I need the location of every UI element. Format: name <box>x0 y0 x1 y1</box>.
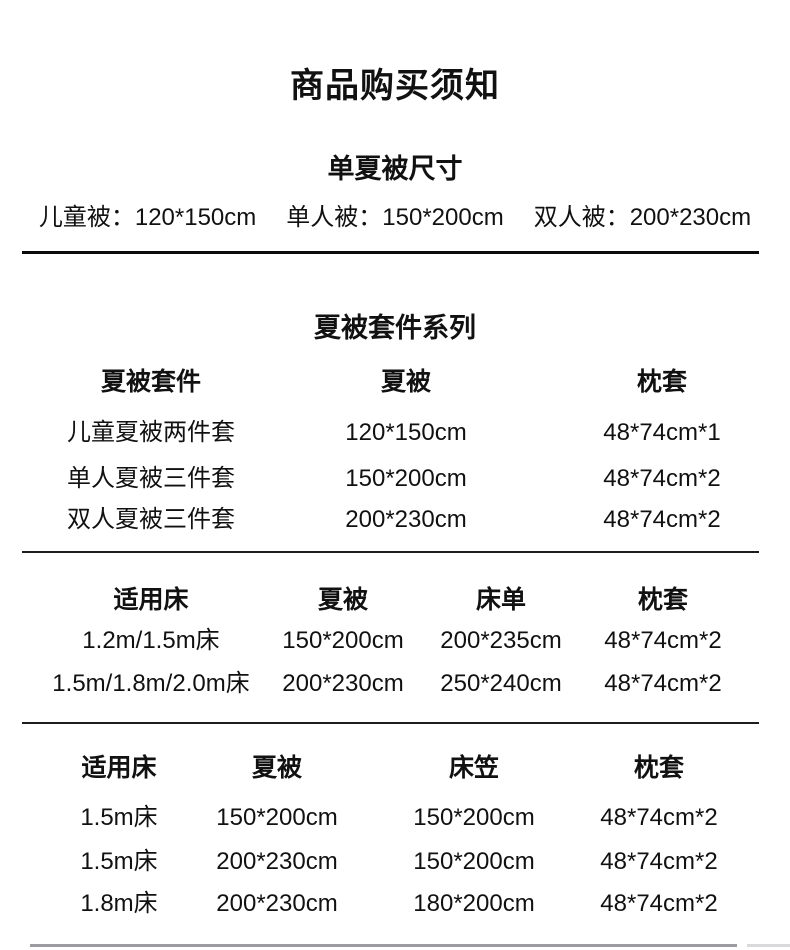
table-cell: 120*150cm <box>345 419 467 446</box>
table-cell: 48*74cm*2 <box>600 848 718 875</box>
table-cell: 双人夏被三件套 <box>67 506 235 533</box>
table-cell: 儿童夏被两件套 <box>67 419 235 446</box>
table-row: 1.5m床 200*230cm 150*200cm 48*74cm*2 <box>0 846 790 878</box>
single-quilt-sizes-line: 儿童被：120*150cm 单人被：150*200cm 双人被：200*230c… <box>0 197 790 232</box>
column-header: 夏被 <box>380 368 432 396</box>
table-cell: 48*74cm*2 <box>603 506 721 533</box>
column-header: 枕套 <box>633 754 685 782</box>
footer-divider-bar <box>30 944 737 947</box>
table-cell: 150*200cm <box>413 804 535 831</box>
size-item-child: 儿童被：120*150cm <box>38 204 257 231</box>
column-header: 床单 <box>475 586 527 614</box>
size-item-double: 双人被：200*230cm <box>533 204 752 231</box>
single-quilt-heading: 单夏被尺寸 <box>327 154 463 184</box>
section-divider <box>22 251 759 254</box>
column-header: 夏被套件 <box>100 368 202 396</box>
section-divider <box>22 722 759 724</box>
sets-table-header-row: 夏被套件 夏被 枕套 <box>0 366 790 398</box>
table-cell: 48*74cm*2 <box>604 627 722 654</box>
table-cell: 48*74cm*2 <box>604 670 722 697</box>
fitted-sheet-table-header-row: 适用床 夏被 床笠 枕套 <box>0 752 790 784</box>
table-cell: 48*74cm*2 <box>600 804 718 831</box>
sheet-table-header-row: 适用床 夏被 床单 枕套 <box>0 584 790 616</box>
table-cell: 48*74cm*1 <box>603 419 721 446</box>
column-header: 适用床 <box>81 754 157 782</box>
table-row: 1.2m/1.5m床 150*200cm 200*235cm 48*74cm*2 <box>0 625 790 657</box>
footer-divider-bar-faint <box>747 944 790 947</box>
table-cell: 单人夏被三件套 <box>67 465 235 492</box>
table-cell: 1.8m床 <box>80 890 158 917</box>
column-header: 枕套 <box>636 368 688 396</box>
table-row: 儿童夏被两件套 120*150cm 48*74cm*1 <box>0 417 790 449</box>
table-row: 1.5m床 150*200cm 150*200cm 48*74cm*2 <box>0 802 790 834</box>
table-cell: 150*200cm <box>282 627 404 654</box>
table-cell: 1.2m/1.5m床 <box>82 627 220 654</box>
table-cell: 200*230cm <box>216 848 338 875</box>
table-cell: 150*200cm <box>413 848 535 875</box>
table-cell: 180*200cm <box>413 890 535 917</box>
table-row: 1.8m床 200*230cm 180*200cm 48*74cm*2 <box>0 888 790 920</box>
page-title: 商品购买须知 <box>290 67 500 105</box>
column-header: 适用床 <box>113 586 189 614</box>
column-header: 床笠 <box>448 754 500 782</box>
table-cell: 48*74cm*2 <box>600 890 718 917</box>
table-cell: 48*74cm*2 <box>603 465 721 492</box>
table-cell: 150*200cm <box>345 465 467 492</box>
column-header: 夏被 <box>317 586 369 614</box>
table-row: 单人夏被三件套 150*200cm 48*74cm*2 <box>0 463 790 495</box>
sets-series-heading: 夏被套件系列 <box>314 313 476 343</box>
table-row: 双人夏被三件套 200*230cm 48*74cm*2 <box>0 504 790 536</box>
column-header: 夏被 <box>251 754 303 782</box>
table-row: 1.5m/1.8m/2.0m床 200*230cm 250*240cm 48*7… <box>0 668 790 700</box>
table-cell: 200*230cm <box>282 670 404 697</box>
table-cell: 150*200cm <box>216 804 338 831</box>
table-cell: 1.5m/1.8m/2.0m床 <box>52 670 250 697</box>
table-cell: 200*235cm <box>440 627 562 654</box>
table-cell: 1.5m床 <box>80 804 158 831</box>
table-cell: 250*240cm <box>440 670 562 697</box>
table-cell: 1.5m床 <box>80 848 158 875</box>
table-cell: 200*230cm <box>345 506 467 533</box>
section-divider <box>22 551 759 553</box>
table-cell: 200*230cm <box>216 890 338 917</box>
size-item-single: 单人被：150*200cm <box>286 204 504 231</box>
column-header: 枕套 <box>637 586 689 614</box>
